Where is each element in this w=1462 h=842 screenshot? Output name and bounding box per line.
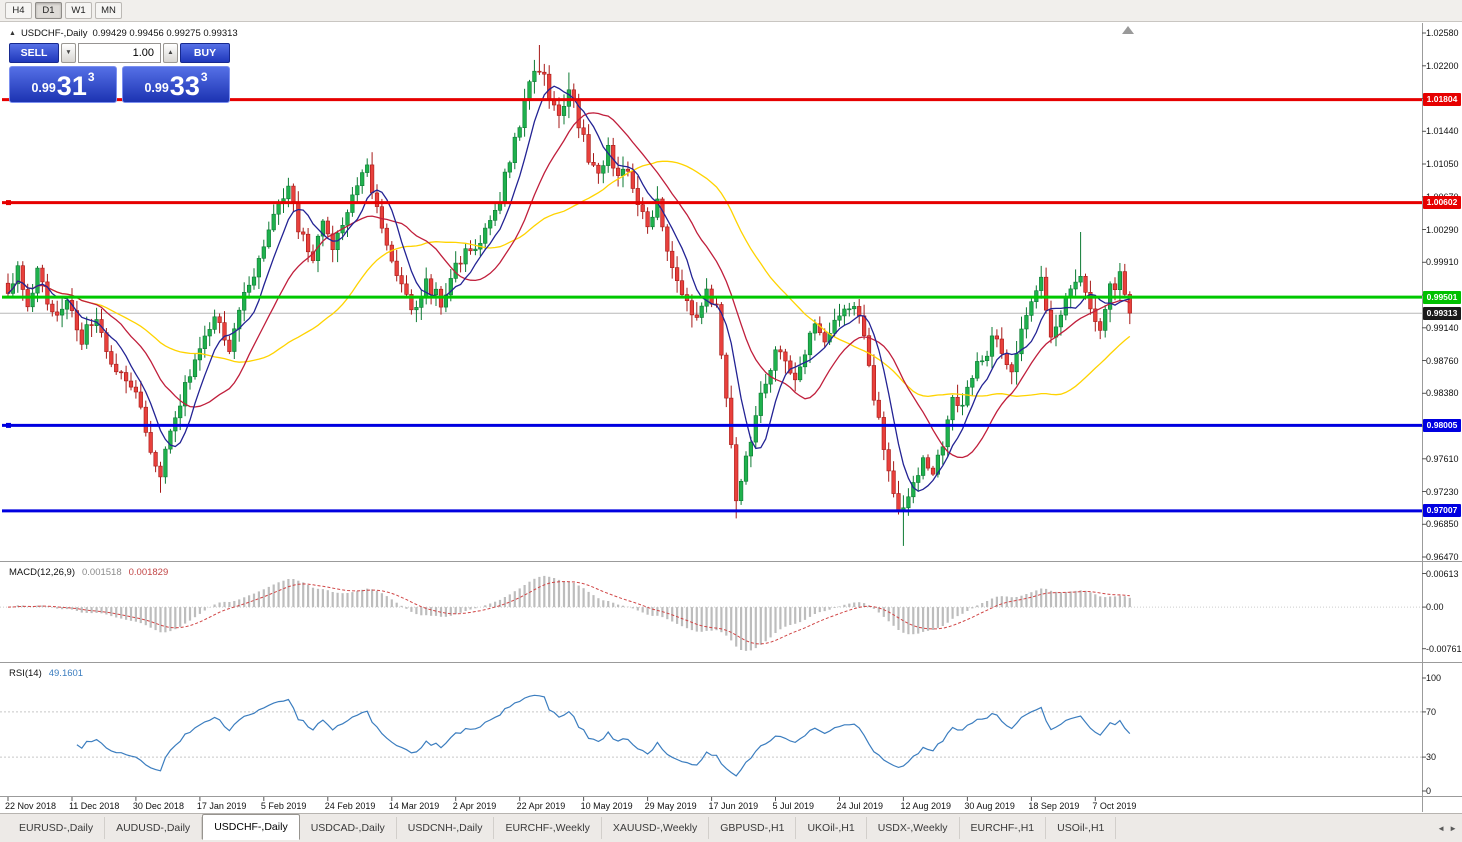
chart-shift-marker-icon[interactable]: [1122, 26, 1134, 34]
sell-price-prefix: 0.99: [31, 81, 56, 95]
chart-tab-usoil-h1[interactable]: USOil-,H1: [1046, 817, 1117, 839]
macd-label: MACD(12,26,9): [9, 567, 75, 578]
rsi-label: RSI(14): [9, 668, 42, 679]
level-anchor-marker[interactable]: [6, 200, 11, 206]
chart-tab-eurchf-h1[interactable]: EURCHF-,H1: [960, 817, 1047, 839]
chevron-up-icon: ▲: [167, 48, 174, 56]
macd-main-value: 0.001518: [82, 567, 122, 578]
candlestick-series: [5, 45, 1132, 546]
timeframe-button-w1[interactable]: W1: [65, 2, 92, 19]
chart-header: ▲ USDCHF-,Daily 0.99429 0.99456 0.99275 …: [9, 28, 238, 39]
collapse-panel-icon[interactable]: ▲: [9, 30, 16, 37]
volume-increase-button[interactable]: ▲: [163, 43, 178, 63]
ma-slow-line: [7, 160, 1131, 398]
moving-average-lines: [7, 85, 1131, 492]
sell-price-pipette: 3: [87, 70, 95, 84]
tab-scroll-right-icon[interactable]: ►: [1449, 824, 1457, 833]
ma-fast-line: [7, 85, 1130, 492]
chart-tab-xauusd-weekly[interactable]: XAUUSD-,Weekly: [602, 817, 710, 839]
buy-price-prefix: 0.99: [144, 81, 169, 95]
chart-tab-usdx-weekly[interactable]: USDX-,Weekly: [867, 817, 960, 839]
chart-tab-usdchf-daily[interactable]: USDCHF-,Daily: [202, 814, 300, 840]
trade-prices-row: 0.99 31 3 0.99 33 3: [9, 66, 230, 103]
volume-decrease-button[interactable]: ▼: [61, 43, 76, 63]
chart-base: [0, 26, 1422, 314]
chart-tab-eurchf-weekly[interactable]: EURCHF-,Weekly: [494, 817, 602, 839]
chevron-down-icon: ▼: [65, 48, 72, 56]
chart-tab-usdcnh-daily[interactable]: USDCNH-,Daily: [397, 817, 495, 839]
timeframe-button-d1[interactable]: D1: [35, 2, 62, 19]
indicator-panels: [0, 575, 1422, 777]
chart-tab-eurusd-daily[interactable]: EURUSD-,Daily: [8, 817, 106, 839]
chart-tab-ukoil-h1[interactable]: UKOil-,H1: [796, 817, 867, 839]
timeframe-button-h4[interactable]: H4: [5, 2, 32, 19]
horizontal-level-lines[interactable]: [2, 98, 1422, 513]
one-click-trading-panel: SELL ▼ ▲ BUY 0.99 31 3 0.99 33 3: [9, 43, 230, 103]
rsi-line: [76, 694, 1131, 777]
sell-price-display[interactable]: 0.99 31 3: [9, 66, 117, 103]
timeframe-toolbar: H4 D1 W1 MN: [0, 0, 1462, 22]
volume-input[interactable]: [78, 43, 161, 63]
tab-scroll-controls: ◄ ►: [1437, 824, 1457, 833]
macd-signal-value: 0.001829: [128, 567, 169, 578]
buy-price-pipette: 3: [200, 70, 208, 84]
rsi-label-row: RSI(14) 49.1601: [9, 668, 83, 679]
timeframe-button-mn[interactable]: MN: [95, 2, 122, 19]
chart-tab-bar: EURUSD-,Daily AUDUSD-,Daily USDCHF-,Daily U…: [0, 813, 1462, 842]
chart-ohlc-values: 0.99429 0.99456 0.99275 0.99313: [92, 28, 238, 39]
macd-label-row: MACD(12,26,9) 0.001518 0.001829: [9, 567, 168, 578]
axis-decorations: [0, 23, 1462, 812]
rsi-value: 49.1601: [48, 668, 84, 679]
buy-button[interactable]: BUY: [180, 43, 230, 63]
tab-scroll-left-icon[interactable]: ◄: [1437, 824, 1446, 833]
chart-tab-gbpusd-h1[interactable]: GBPUSD-,H1: [709, 817, 797, 839]
level-anchor-marker[interactable]: [6, 422, 11, 428]
macd-signal-line: [7, 581, 1130, 645]
sell-price-pips: 31: [56, 71, 87, 102]
chart-tab-audusd-daily[interactable]: AUDUSD-,Daily: [105, 817, 203, 839]
trade-controls-row: SELL ▼ ▲ BUY: [9, 43, 230, 63]
buy-price-display[interactable]: 0.99 33 3: [122, 66, 230, 103]
ma-mid-line: [7, 112, 1131, 459]
chart-symbol-title: USDCHF-,Daily: [20, 28, 88, 39]
sell-button[interactable]: SELL: [9, 43, 59, 63]
chart-tab-usdcad-daily[interactable]: USDCAD-,Daily: [300, 817, 397, 839]
buy-price-pips: 33: [169, 71, 200, 102]
